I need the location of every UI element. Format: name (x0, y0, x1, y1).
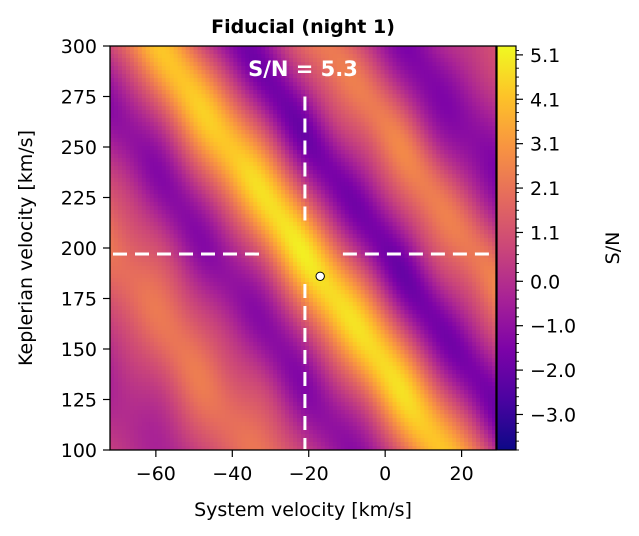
x-tick-label: −60 (136, 463, 176, 485)
x-tick-label: 0 (379, 463, 391, 485)
colorbar (496, 45, 517, 451)
colorbar-tick-label: −3.0 (530, 404, 576, 426)
colorbar-tick-label: 1.1 (530, 222, 560, 244)
y-tick-label: 250 (61, 137, 97, 159)
x-axis-label: System velocity [km/s] (194, 499, 412, 521)
y-tick-label: 125 (61, 390, 97, 412)
y-tick-label: 150 (61, 339, 97, 361)
colorbar-tick-label: 3.1 (530, 134, 560, 156)
colorbar-tick-label: 0.0 (530, 271, 560, 293)
y-tick-label: 300 (61, 36, 97, 58)
colorbar-tick-label: 4.1 (530, 89, 560, 111)
colorbar-tick-label: 2.1 (530, 178, 560, 200)
y-axis-label: Keplerian velocity [km/s] (15, 130, 37, 366)
y-tick-label: 225 (61, 188, 97, 210)
heatmap-surface (110, 46, 496, 450)
y-tick-label: 275 (61, 87, 97, 109)
x-tick-label: −40 (212, 463, 252, 485)
y-tick-label: 200 (61, 238, 97, 260)
chart-title: Fiducial (night 1) (211, 16, 395, 38)
crosshair-guides (113, 96, 493, 449)
sn-annotation: S/N = 5.3 (248, 57, 358, 81)
colorbar-tick-label: 5.1 (530, 45, 560, 67)
x-tick-label: −20 (289, 463, 329, 485)
y-axis-ticks: 100 125 150 175 200 225 250 275 300 (61, 36, 110, 462)
colorbar-tick-label: −1.0 (530, 316, 576, 338)
colorbar-label: S/N (602, 232, 624, 265)
colorbar-ticks: 5.1 4.1 3.1 2.1 1.1 0.0 −1.0 −2.0 −3.0 (516, 45, 576, 451)
y-tick-label: 100 (61, 440, 97, 462)
y-tick-label: 175 (61, 289, 97, 311)
colorbar-tick-label: −2.0 (530, 360, 576, 382)
x-axis-ticks: −60 −40 −20 0 20 (136, 450, 474, 485)
peak-marker (315, 271, 325, 281)
x-tick-label: 20 (450, 463, 474, 485)
